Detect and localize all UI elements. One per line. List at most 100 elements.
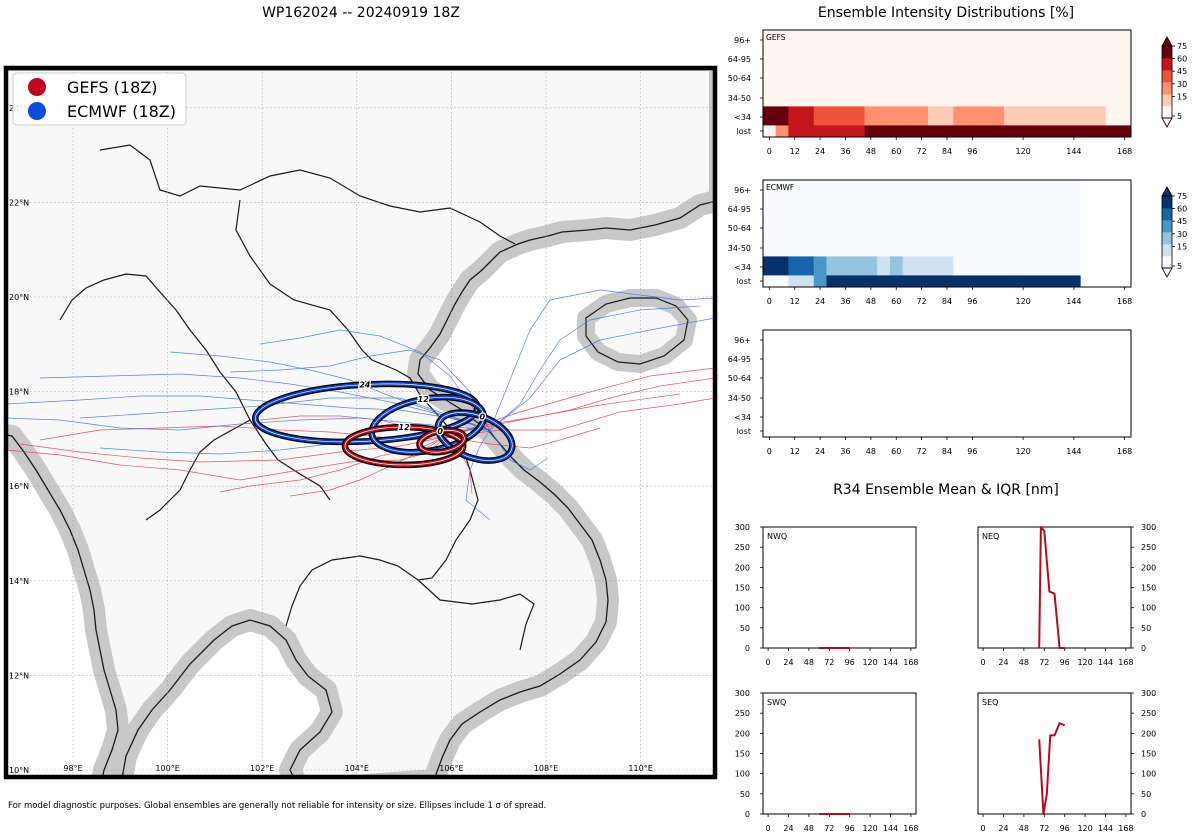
colorbar-tick-label: 75	[1177, 192, 1187, 201]
forecast-hour-label: 168	[1117, 147, 1132, 156]
colorbar-segment	[1162, 82, 1172, 95]
heatmap-cell	[978, 256, 992, 276]
heatmap-cell	[1105, 30, 1119, 50]
heatmap-cell	[763, 275, 777, 288]
heatmap-cell	[889, 237, 903, 257]
heatmap-cell	[877, 218, 891, 238]
r34-frame	[977, 692, 1132, 815]
heatmap-cell	[978, 30, 992, 50]
heatmap-cell	[813, 180, 827, 200]
heatmap-cell	[889, 125, 903, 138]
heatmap-cell	[864, 49, 878, 69]
forecast-hour-label: 120	[1015, 297, 1030, 306]
heatmap-cell	[927, 218, 942, 238]
colorbar-tick-label: 5	[1177, 262, 1182, 271]
intensity-bin-label: 50-64	[728, 74, 751, 83]
lon-tick-label: 104°E	[345, 764, 369, 773]
heatmap-cell	[864, 237, 878, 257]
lon-tick-label: 102°E	[250, 764, 274, 773]
heatmap-cell	[1042, 49, 1056, 69]
heatmap-cell	[839, 199, 853, 219]
heatmap-cell	[763, 106, 777, 126]
heatmap-cell	[1067, 125, 1081, 138]
heatmap-cell	[775, 180, 789, 200]
colorbar-tick-label: 60	[1177, 205, 1187, 214]
heatmap-cell	[1067, 87, 1081, 107]
forecast-hour-label: 48	[866, 447, 876, 456]
heatmap-cell	[927, 30, 942, 50]
gefs-ellipse-tau-0: 0	[416, 426, 468, 456]
heatmap-cell	[775, 30, 789, 50]
forecast-hour-label: 96	[967, 147, 977, 156]
r34-radius-label: 200	[735, 563, 750, 572]
heatmap-model-label: GEFS	[766, 33, 786, 42]
r34-hour-label: 48	[1019, 658, 1029, 667]
lat-tick-label: 22°N	[9, 198, 29, 207]
heatmap-cell	[940, 218, 954, 238]
heatmap-cell	[966, 106, 980, 126]
forecast-hour-label: 96	[967, 297, 977, 306]
heatmap-cell	[851, 49, 865, 69]
heatmap-cell	[788, 199, 802, 219]
intensity-bin-label: <34	[734, 113, 751, 122]
heatmap-cell	[1054, 87, 1068, 107]
heatmap-cell	[1105, 106, 1119, 126]
colorbar-segment	[1162, 94, 1172, 107]
heatmap-cell	[978, 49, 992, 69]
heatmap-cell	[801, 125, 815, 138]
r34-hour-label: 72	[1039, 658, 1049, 667]
forecast-hour-label: 24	[815, 297, 825, 306]
heatmap-cell	[826, 199, 840, 219]
lat-tick-label: 16°N	[9, 482, 29, 491]
heatmap-cell	[775, 275, 789, 288]
r34-hour-label: 0	[981, 658, 986, 667]
heatmap-cell	[953, 30, 967, 50]
heatmap-cell	[889, 275, 903, 288]
intensity-bin-label: lost	[737, 277, 751, 286]
heatmap-cell	[1067, 68, 1081, 88]
intensity-bin-label: <34	[734, 413, 751, 422]
heatmap-cell	[813, 237, 827, 257]
r34-quadrant-label: NWQ	[767, 532, 787, 541]
r34-hour-label: 48	[1019, 824, 1029, 833]
heatmap-cell	[915, 275, 929, 288]
heatmap-cell	[826, 49, 840, 69]
heatmap-cell	[915, 106, 929, 126]
heatmap-cell	[966, 125, 980, 138]
colorbar-segment	[1162, 196, 1172, 209]
heatmap-cell	[1029, 180, 1043, 200]
heatmap-cell	[813, 68, 827, 88]
colorbar-segment	[1162, 220, 1172, 233]
heatmap-cell	[801, 87, 815, 107]
heatmap-cell	[927, 256, 942, 276]
r34-hour-label: 24	[998, 824, 1008, 833]
r34-radius-label: 100	[1141, 604, 1156, 613]
heatmap-cell	[1118, 68, 1132, 88]
heatmap-cell	[877, 125, 891, 138]
heatmap-cell	[851, 199, 865, 219]
heatmap-cell	[1092, 125, 1107, 138]
r34-section-title: R34 Ensemble Mean & IQR [nm]	[833, 482, 1059, 498]
heatmap-cell	[902, 180, 916, 200]
r34-radius-label: 300	[1141, 523, 1156, 532]
forecast-hour-label: 72	[917, 297, 927, 306]
heatmap-cell	[978, 125, 992, 138]
heatmap-cell	[902, 87, 916, 107]
heatmap-cell	[889, 199, 903, 219]
heatmap-cell	[1067, 218, 1081, 238]
heatmap-cell	[813, 256, 827, 276]
heatmap-cell	[953, 49, 967, 69]
heatmap-cell	[826, 125, 840, 138]
heatmap-cell	[763, 87, 777, 107]
heatmap-cell	[851, 237, 865, 257]
r34-quadrant-label: NEQ	[982, 532, 999, 541]
heatmap-cell	[813, 199, 827, 219]
heatmap-cell	[864, 30, 878, 50]
intensity-bin-label: 96+	[734, 36, 751, 45]
r34-panel-nwq: NWQ 0 24 48 72 96 120 144 168 0 50 100 150 200 250 300	[735, 523, 919, 667]
heatmap-cell	[915, 237, 929, 257]
heatmap-cell	[940, 180, 954, 200]
heatmap-cell	[801, 30, 815, 50]
heatmap-cell	[1042, 68, 1056, 88]
heatmap-cell	[991, 199, 1005, 219]
